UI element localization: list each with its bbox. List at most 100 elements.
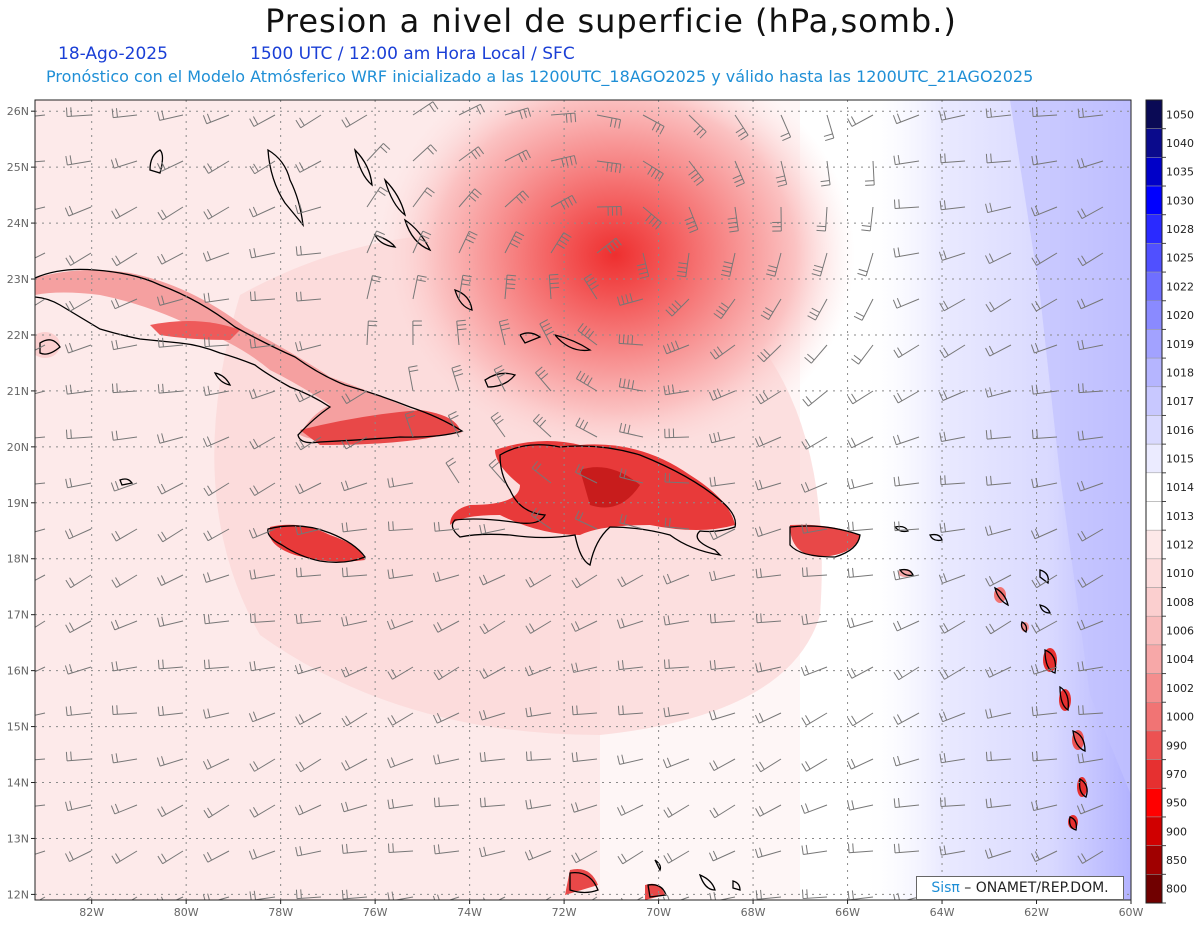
- wind-barb: [1077, 661, 1104, 672]
- wind-barb: [157, 850, 184, 865]
- wind-barb: [202, 572, 230, 583]
- wind-barb: [755, 804, 782, 817]
- wind-barb: [35, 804, 46, 807]
- wind-barb: [203, 528, 230, 542]
- wind-barb: [570, 802, 598, 813]
- wind-barb: [35, 114, 46, 117]
- wind-barb: [493, 365, 507, 392]
- wind-barb: [479, 846, 506, 858]
- wind-barb: [985, 666, 1012, 678]
- wind-barb: [366, 186, 389, 208]
- coast-hispaniola: [451, 444, 737, 566]
- wind-barb: [1031, 800, 1058, 812]
- wind-barb: [202, 251, 230, 262]
- wind-barb: [766, 252, 782, 277]
- wind-barb: [1077, 383, 1104, 394]
- wind-barb: [202, 893, 230, 900]
- wind-barb: [387, 843, 414, 854]
- wind-barb: [617, 754, 644, 765]
- wind-barb: [35, 482, 46, 485]
- wind-barb: [663, 659, 690, 670]
- wind-barb: [619, 468, 644, 484]
- wind-barb: [985, 298, 1012, 313]
- wind-barb: [720, 252, 736, 277]
- wind-barb: [366, 143, 391, 162]
- lon-tick-label: 80W: [174, 906, 199, 919]
- wind-barb: [294, 804, 322, 816]
- wind-barb: [663, 615, 690, 626]
- wind-barb: [249, 569, 276, 580]
- wind-barb: [939, 620, 966, 634]
- wind-barb: [295, 613, 322, 624]
- wind-barb: [985, 429, 1012, 440]
- wind-barb: [525, 707, 552, 718]
- wind-barb: [203, 614, 230, 625]
- wind-barb: [847, 800, 874, 811]
- wind-barb: [203, 160, 230, 174]
- wind-barb: [504, 274, 517, 300]
- wind-barb: [734, 114, 749, 141]
- wind-barb: [387, 712, 414, 726]
- wind-barb: [985, 252, 1012, 264]
- wind-barb: [458, 103, 485, 116]
- wind-barb: [617, 896, 644, 900]
- wind-barb: [35, 712, 46, 716]
- wind-barb: [111, 430, 138, 441]
- wind-barb: [69, 896, 92, 900]
- wind-barb: [985, 751, 1012, 762]
- wind-barb: [64, 342, 92, 354]
- wind-barb: [893, 476, 920, 487]
- wind-barb: [248, 388, 276, 400]
- wind-barb: [709, 570, 736, 582]
- wind-barb: [571, 705, 598, 716]
- wind-barb: [295, 889, 322, 900]
- wind-barb: [412, 187, 435, 208]
- wind-barb: [892, 298, 920, 309]
- wind-barb: [249, 248, 276, 259]
- wind-barb: [801, 614, 828, 626]
- wind-barb: [1076, 619, 1104, 631]
- wind-barb: [479, 797, 506, 808]
- wind-barb: [203, 482, 230, 497]
- wind-barb: [366, 230, 385, 254]
- wind-barb: [596, 205, 622, 216]
- lat-tick-label: 21N: [7, 385, 29, 398]
- wind-barb: [939, 475, 966, 486]
- wind-barb: [617, 804, 644, 816]
- wind-barb: [1077, 574, 1104, 588]
- wind-barb: [800, 482, 828, 493]
- lat-tick-label: 22N: [7, 329, 29, 342]
- wind-barb: [458, 146, 485, 162]
- wind-barb: [847, 890, 874, 900]
- wind-barb: [713, 298, 736, 319]
- wind-barb: [636, 252, 650, 279]
- wind-barb: [1031, 252, 1058, 266]
- wind-barb: [864, 160, 875, 186]
- wind-barb: [341, 843, 368, 854]
- wind-barb: [110, 803, 138, 815]
- wind-barb: [248, 849, 276, 860]
- forecast-time: 1500 UTC / 12:00 am Hora Local / SFC: [250, 44, 575, 64]
- wind-barb: [1031, 751, 1058, 762]
- wind-barb: [571, 850, 598, 864]
- wind-barb: [1031, 706, 1058, 717]
- wind-barb: [157, 383, 184, 394]
- wind-barb: [408, 365, 419, 392]
- wind-barb: [664, 472, 690, 484]
- wind-barb: [985, 202, 1012, 214]
- wind-barb: [893, 390, 920, 404]
- wind-barb: [847, 479, 874, 490]
- pressure-map: 82W 80W 78W 76W 74W 72W 70W 68W 66W 64W 62W 60W 26N…: [7, 99, 1144, 919]
- wind-barb: [596, 160, 622, 174]
- wind-barb: [984, 525, 1012, 536]
- wind-barb: [157, 110, 184, 121]
- wind-barb: [111, 108, 138, 119]
- wind-barb: [387, 477, 414, 488]
- wind-barb: [366, 320, 378, 346]
- wind-barb: [823, 114, 835, 142]
- model-info: Pronóstico con el Modelo Atmósferico WRF…: [46, 67, 1034, 86]
- wind-barb: [617, 574, 644, 588]
- wind-barb: [65, 574, 92, 589]
- wind-barb: [939, 200, 966, 211]
- wind-barb: [111, 705, 138, 716]
